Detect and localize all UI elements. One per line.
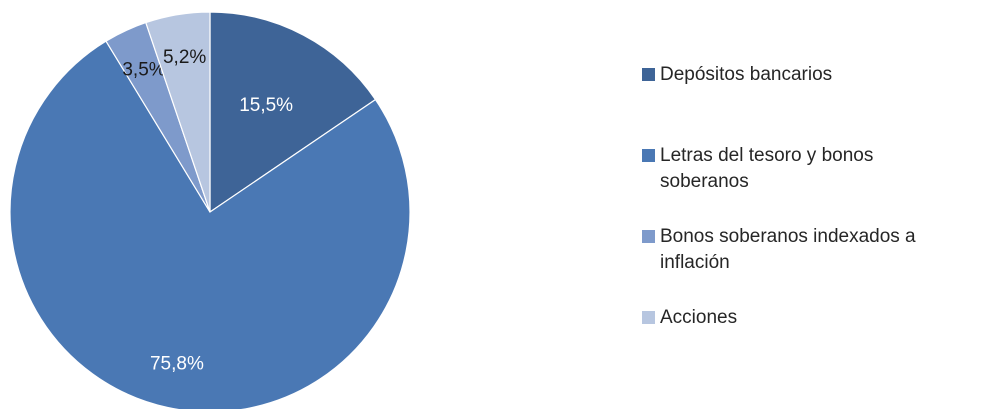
pie-chart: 15,5% 75,8% 3,5%5,2% [9, 11, 411, 409]
data-label-0: 15,5% [239, 95, 293, 116]
legend-label-depositos: Depósitos bancarios [660, 62, 832, 88]
legend-swatch-acciones [642, 311, 655, 324]
legend-item-letras: Letras del tesoro y bonos soberanos [642, 143, 873, 195]
pie-slice-3 [145, 11, 211, 213]
legend-label-acciones: Acciones [660, 305, 737, 331]
legend-item-depositos: Depósitos bancarios [642, 62, 832, 88]
data-label-1: 75,8% [150, 353, 204, 374]
legend-label-line1: Letras del tesoro y bonos [660, 145, 874, 166]
legend-label-line2: soberanos [660, 171, 749, 192]
pie-slice-1 [9, 40, 411, 409]
legend-label-line1: Depósitos bancarios [660, 64, 833, 85]
legend-swatch-depositos [642, 68, 655, 81]
data-label-3: 5,2% [163, 47, 206, 68]
legend-label-letras: Letras del tesoro y bonos soberanos [660, 143, 873, 195]
legend-swatch-bonos-indexados [642, 230, 655, 243]
legend-item-bonos-indexados: Bonos soberanos indexados a inflación [642, 224, 916, 276]
data-label-2: 3,5% [122, 60, 165, 81]
legend-label-line2: inflación [660, 252, 730, 273]
legend-label-line1: Acciones [660, 307, 738, 328]
legend-label-line1: Bonos soberanos indexados a [660, 226, 916, 247]
legend-swatch-letras [642, 149, 655, 162]
legend-label-bonos-indexados: Bonos soberanos indexados a inflación [660, 224, 916, 276]
legend-item-acciones: Acciones [642, 305, 737, 331]
pie-slice-0 [209, 11, 377, 214]
